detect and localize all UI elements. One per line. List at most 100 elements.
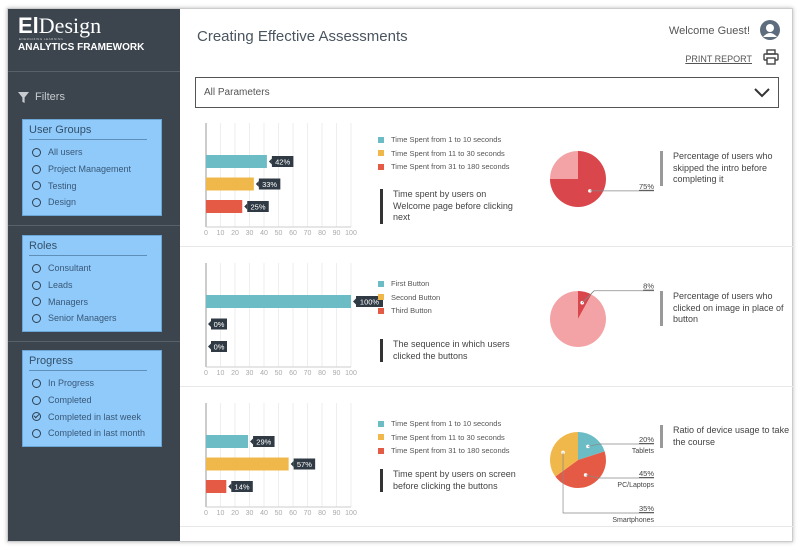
legend-label: Time Spent from 31 to 180 seconds	[391, 446, 510, 456]
legend-label: Time Spent from 1 to 10 seconds	[391, 419, 502, 429]
divider	[8, 71, 180, 72]
filter-option[interactable]: Completed in last week	[29, 408, 155, 425]
tick-label: 40	[260, 230, 268, 237]
tick-label: 20	[231, 510, 239, 517]
legend-label: Third Button	[391, 306, 432, 316]
filter-group-1: Roles Consultant Leads Managers Senior Manag…	[22, 235, 162, 332]
report-row-1: 0 10 20 30 40 50 60 70 80 90 100 100% 0% 0% 8% First B…	[180, 251, 794, 387]
tick-label: 10	[217, 230, 225, 237]
filter-option[interactable]: Completed in last month	[29, 425, 155, 442]
filter-group-title: User Groups	[29, 124, 147, 140]
legend-item: Time Spent from 31 to 180 seconds	[378, 160, 510, 174]
tick-label: 70	[304, 230, 312, 237]
logo-tagline: ENERGIZING LEARNING	[19, 37, 64, 41]
radio-icon[interactable]	[32, 164, 41, 174]
legend-label: Time Spent from 31 to 180 seconds	[391, 162, 510, 172]
radio-icon[interactable]	[32, 378, 41, 388]
filter-option[interactable]: Consultant	[29, 260, 155, 277]
bar-caption: Time spent by users on screen before cli…	[380, 469, 520, 492]
data-label-pointer	[290, 461, 294, 467]
data-label-pointer	[250, 438, 254, 445]
radio-checked-icon[interactable]	[32, 412, 41, 422]
data-label: 25%	[250, 203, 265, 212]
data-label: 42%	[275, 158, 290, 167]
filter-option[interactable]: In Progress	[29, 375, 155, 392]
radio-icon[interactable]	[32, 428, 41, 438]
filter-option[interactable]: Senior Managers	[29, 310, 155, 327]
tick-label: 60	[289, 510, 297, 517]
legend-label: Second Button	[391, 292, 441, 302]
tick-label: 60	[289, 230, 297, 237]
data-label-pointer	[244, 203, 248, 210]
pie-slice	[555, 451, 606, 488]
filter-icon	[18, 91, 29, 103]
bar	[206, 200, 243, 213]
data-label-box	[258, 178, 281, 190]
filter-option[interactable]: All users	[29, 144, 155, 161]
divider	[8, 225, 180, 226]
bar	[206, 457, 289, 471]
pie-value-label: 8%	[643, 282, 654, 291]
report-row-2: 0 10 20 30 40 50 60 70 80 90 100 29% 57% 14% Tablets 20…	[180, 391, 794, 527]
filter-group-title: Progress	[29, 355, 147, 371]
logo: ElDesign	[18, 13, 102, 38]
legend-item: Time Spent from 1 to 10 seconds	[378, 133, 510, 147]
user-avatar-icon[interactable]	[760, 20, 780, 40]
row-charts: 0 10 20 30 40 50 60 70 80 90 100 29% 57% 14% Tablets 20…	[204, 403, 654, 524]
data-label: 0%	[214, 320, 225, 329]
radio-icon[interactable]	[32, 313, 41, 323]
tick-label: 20	[231, 370, 239, 377]
leader-line	[587, 443, 654, 447]
printer-icon[interactable]	[763, 49, 779, 65]
filter-option[interactable]: Leads	[29, 277, 155, 294]
pie-slice	[550, 151, 578, 179]
bar	[206, 155, 267, 168]
tick-label: 80	[318, 230, 326, 237]
radio-icon[interactable]	[32, 197, 41, 207]
legend-label: Time Spent from 1 to 10 seconds	[391, 135, 502, 145]
filter-option[interactable]: Completed	[29, 392, 155, 409]
filter-option-label: Leads	[48, 280, 73, 291]
radio-icon[interactable]	[32, 263, 41, 273]
leader-line	[581, 290, 595, 303]
print-report-link[interactable]: PRINT REPORT	[685, 54, 752, 64]
data-label-pointer	[268, 158, 272, 165]
legend-item: Second Button	[378, 291, 440, 305]
tick-label: 100	[345, 230, 357, 237]
radio-icon[interactable]	[32, 297, 41, 307]
tick-label: 30	[246, 370, 254, 377]
radio-icon[interactable]	[32, 395, 41, 405]
tick-label: 90	[333, 510, 341, 517]
legend-item: Time Spent from 11 to 30 seconds	[378, 147, 510, 161]
filter-option-label: Completed	[48, 395, 92, 406]
legend-label: Time Spent from 11 to 30 seconds	[391, 432, 505, 442]
filter-option-label: Senior Managers	[48, 313, 117, 324]
filter-option[interactable]: Project Management	[29, 161, 155, 178]
filters-header: Filters	[18, 91, 65, 103]
filter-option-label: Design	[48, 197, 77, 208]
data-label-box	[211, 318, 227, 330]
tick-label: 20	[231, 230, 239, 237]
filter-option-label: All users	[48, 147, 83, 158]
filter-option[interactable]: Design	[29, 194, 155, 211]
data-label: 0%	[214, 343, 225, 352]
data-label: 57%	[297, 460, 312, 469]
data-label-pointer	[255, 181, 259, 187]
radio-icon[interactable]	[32, 280, 41, 290]
parameters-dropdown[interactable]: All Parameters	[195, 77, 779, 108]
filter-option[interactable]: Managers	[29, 293, 155, 310]
tick-label: 90	[333, 370, 341, 377]
tick-label: 0	[204, 510, 208, 517]
radio-icon[interactable]	[32, 181, 41, 191]
pie-slice	[550, 291, 606, 347]
filter-group-0: User Groups All users Project Management Te…	[22, 119, 162, 216]
leader-line	[562, 452, 654, 514]
radio-icon[interactable]	[32, 147, 41, 157]
bar	[206, 435, 249, 448]
pie-value-label: 20%	[639, 435, 654, 444]
pie-category-label: Smartphones	[612, 517, 654, 524]
main-content: Creating Effective Assessments Welcome G…	[180, 9, 794, 541]
legend-item: First Button	[378, 277, 440, 291]
filter-option-label: Project Management	[48, 164, 132, 175]
filter-option[interactable]: Testing	[29, 177, 155, 194]
